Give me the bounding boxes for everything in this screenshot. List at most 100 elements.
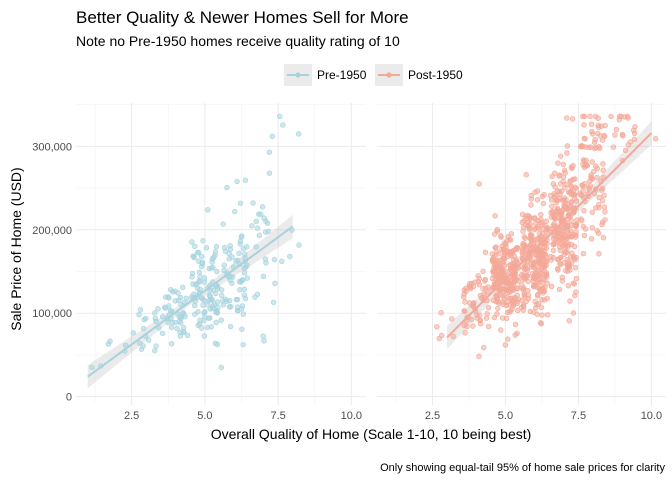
data-point [580,161,586,168]
data-point [538,304,545,311]
data-point [592,145,598,152]
data-point [600,174,606,180]
data-point [218,364,224,371]
data-point [561,195,568,201]
data-point [172,298,178,304]
data-point [582,226,589,232]
data-point [235,308,241,314]
data-point [568,164,575,171]
data-point [198,325,205,331]
data-point [295,131,302,137]
data-point [527,234,534,241]
data-point [563,249,569,256]
data-point [612,132,618,138]
data-point [261,338,267,344]
data-point [201,297,207,304]
data-point [552,192,559,199]
x-tick-label: 5.0 [197,410,212,422]
data-point [195,258,202,264]
data-point [184,332,191,338]
data-point [227,323,234,330]
data-point [562,185,568,191]
data-point [494,226,500,233]
data-point [463,288,469,295]
data-point [522,293,528,300]
data-point [162,305,169,311]
data-point [183,295,190,302]
data-point [461,322,468,329]
data-point [589,209,595,216]
data-point [237,200,244,206]
data-point [241,270,248,276]
data-point [589,224,596,231]
data-point [540,290,546,296]
data-point [499,269,506,275]
data-point [560,178,566,185]
data-point [553,197,560,203]
data-point [505,336,511,342]
data-point [155,306,161,312]
data-point [594,165,600,172]
data-point [256,232,263,239]
data-point [630,127,637,133]
data-point [504,294,510,300]
data-point [177,294,184,301]
data-point [279,258,285,265]
data-point [557,261,564,267]
data-point [172,319,179,326]
legend-label-post-1950: Post-1950 [408,68,463,82]
data-point [241,292,248,298]
data-point [568,260,575,266]
data-point [196,269,203,276]
data-point [556,173,562,179]
data-point [589,128,595,135]
data-point [600,167,606,173]
data-point [564,150,570,156]
data-point [539,193,546,200]
data-point [625,115,631,121]
data-point [548,210,554,216]
data-point [233,296,239,303]
data-point [566,318,572,324]
data-point [249,223,255,229]
data-point [208,296,215,303]
data-point [168,341,175,347]
fit-line [446,132,653,339]
data-point [218,317,224,323]
data-point [540,200,547,207]
data-point [236,250,242,257]
data-point [579,192,585,199]
data-point [531,275,537,282]
data-point [468,316,475,323]
data-point [564,257,570,263]
data-point [253,244,259,250]
data-point [239,303,246,309]
data-point [490,284,497,290]
data-point [534,224,541,230]
data-point [528,196,534,202]
x-tick-label: 7.5 [571,410,586,422]
data-point [534,188,541,194]
x-tick-label: 10.0 [641,410,662,422]
data-point [537,234,543,241]
data-point [224,184,230,191]
data-point [525,287,531,294]
data-point [568,218,575,224]
data-point [537,270,543,277]
data-point [491,255,497,261]
data-point [196,321,203,327]
data-point [195,249,202,256]
data-point [555,256,562,262]
data-point [602,217,608,223]
data-point [581,232,588,239]
data-point [214,299,221,305]
data-point [533,305,539,311]
data-point [218,292,225,299]
data-point [565,283,572,289]
data-point [280,122,286,128]
data-point [573,289,579,295]
data-point [509,280,515,287]
data-point [471,300,477,306]
data-point [548,192,554,199]
data-point [137,307,144,313]
